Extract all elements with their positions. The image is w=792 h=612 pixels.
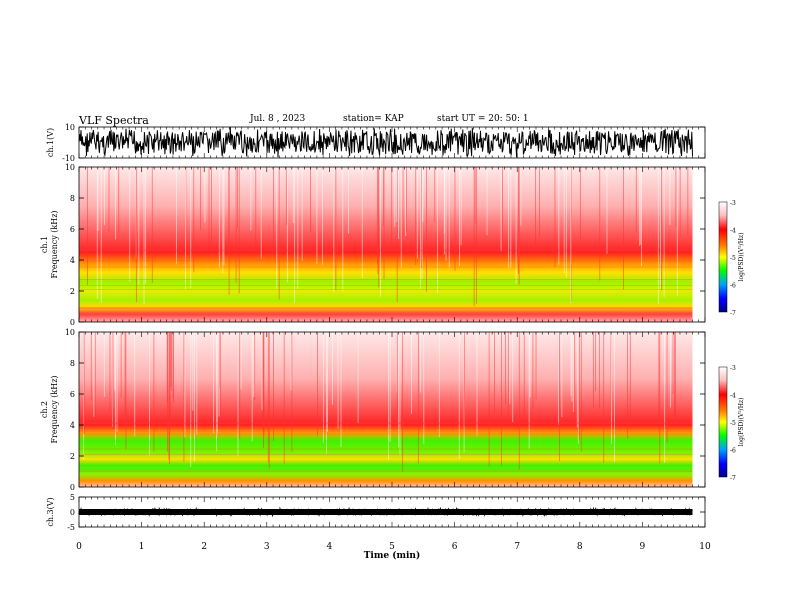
y-axis-label: Frequency (kHz) [50,375,59,443]
x-tick-label: 7 [514,542,520,552]
x-tick-label: 1 [139,542,145,552]
spectrogram-ch1-fill [79,167,693,322]
colorbar-tick-label: -5 [730,255,736,262]
y-axis-label: Frequency (kHz) [50,210,59,278]
figure-title: VLF Spectra [79,114,149,127]
colorbar-tick-label: -7 [730,310,736,317]
x-tick-label: 0 [76,542,82,552]
spectrogram-ch2-fill [79,332,693,487]
x-tick-label: 2 [201,542,207,552]
x-tick-label: 5 [389,542,395,552]
x-tick-label: 3 [264,542,270,552]
colorbar-tick-label: -6 [730,448,736,455]
y-tick-label: 6 [70,225,75,234]
x-tick-label: 10 [699,542,711,552]
colorbar-tick-label: -4 [730,228,736,235]
colorbar-tick-label: -7 [730,475,736,482]
spectrogram-ch1-colorbar [718,201,728,313]
y-tick-label: 0 [70,508,75,517]
start-time-label: start UT = 20: 50: 1 [437,114,529,124]
y-tick-label: -10 [62,154,75,163]
colorbar-tick-label: -3 [730,200,736,207]
x-tick-label: 6 [452,542,458,552]
colorbar-label: log(PSD)(V²/Hz) [738,233,745,282]
y-tick-label: 6 [70,390,75,399]
y-tick-label: 0 [70,318,75,327]
y-tick-label: 0 [70,483,75,492]
colorbar-tick-label: -3 [730,365,736,372]
waveform-ch3-band [79,509,693,515]
y-tick-label: 8 [70,194,75,203]
y-tick-label: 4 [70,256,75,265]
y-tick-label: 2 [70,452,75,461]
station-label: station= KAP [343,114,404,124]
waveform-ch1-trace [78,127,693,158]
date-label: Jul. 8 , 2023 [250,114,306,124]
colorbar-tick-label: -6 [730,283,736,290]
y-axis-label: ch.2 [40,401,49,418]
colorbar-tick-label: -5 [730,420,736,427]
y-tick-label: -5 [67,523,75,532]
y-tick-label: 10 [65,123,75,132]
colorbar-label: log(PSD)(V²/Hz) [738,398,745,447]
x-tick-label: 4 [327,542,333,552]
y-tick-label: 10 [65,163,75,172]
y-tick-label: 10 [65,328,75,337]
y-axis-label: ch.1(V) [46,128,55,157]
y-tick-label: 2 [70,287,75,296]
y-tick-label: 5 [70,493,75,502]
x-tick-label: 8 [577,542,583,552]
spectrogram-ch2-colorbar [718,366,728,478]
y-axis-label: ch.1 [40,236,49,253]
y-axis-label: ch.3(V) [46,497,55,526]
y-tick-label: 4 [70,421,75,430]
x-tick-label: 9 [640,542,646,552]
y-tick-label: 8 [70,359,75,368]
x-axis-label: Time (min) [364,550,421,561]
colorbar-tick-label: -4 [730,393,736,400]
